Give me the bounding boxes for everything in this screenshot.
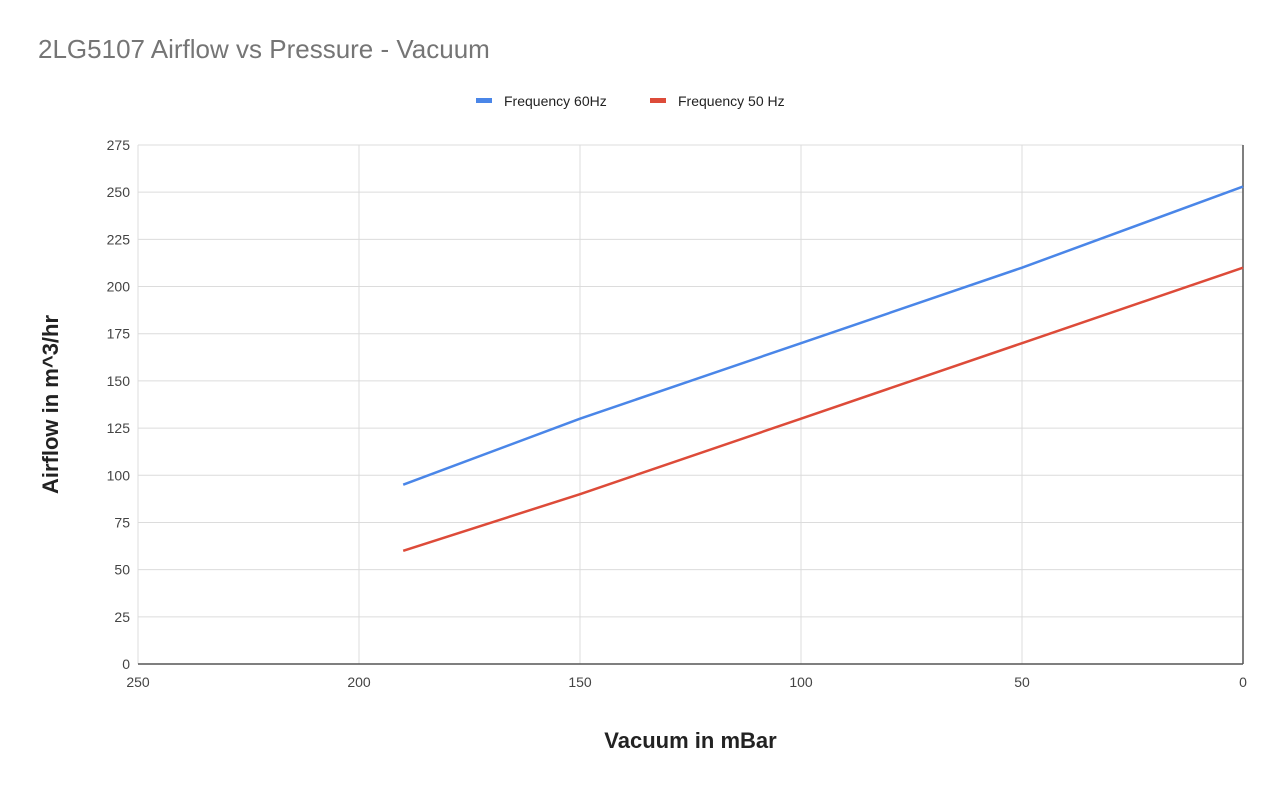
y-tick-label: 200 [107,279,131,295]
y-tick-label: 275 [107,137,131,153]
x-tick-label: 200 [347,674,371,690]
y-tick-label: 175 [107,326,131,342]
y-tick-label: 225 [107,231,131,247]
legend-label: Frequency 60Hz [504,93,607,109]
legend-label: Frequency 50 Hz [678,93,785,109]
y-tick-label: 0 [122,656,130,672]
x-tick-label: 0 [1239,674,1247,690]
y-tick-label: 150 [107,373,131,389]
chart-title: 2LG5107 Airflow vs Pressure - Vacuum [38,34,490,64]
y-tick-label: 100 [107,467,131,483]
legend-swatch [650,98,666,103]
y-tick-label: 75 [114,514,130,530]
series-line-60hz [402,185,1244,486]
x-tick-label: 250 [126,674,150,690]
y-tick-label: 25 [114,609,130,625]
series-line-50hz [402,266,1244,552]
y-tick-label: 250 [107,184,131,200]
y-tick-label: 50 [114,562,130,578]
x-axis-title: Vacuum in mBar [604,728,777,753]
x-tick-label: 50 [1014,674,1030,690]
legend-swatch [476,98,492,103]
y-axis-title: Airflow in m^3/hr [38,315,63,495]
y-tick-label: 125 [107,420,131,436]
x-tick-label: 100 [789,674,813,690]
x-tick-label: 150 [568,674,592,690]
